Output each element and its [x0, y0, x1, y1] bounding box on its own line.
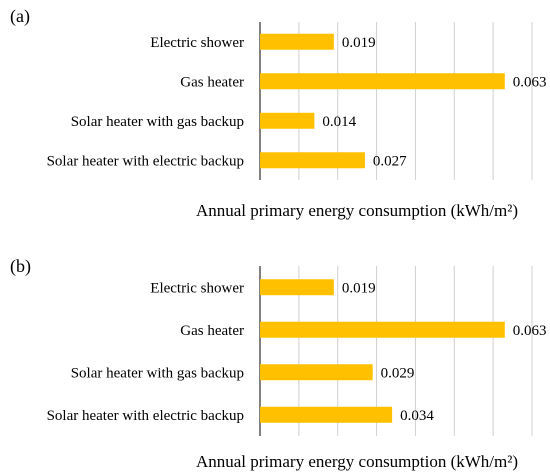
- data-label: 0.019: [342, 280, 376, 296]
- bar: [260, 364, 373, 381]
- panel-label: (b): [10, 256, 31, 277]
- data-label: 0.063: [513, 74, 547, 90]
- category-label: Electric shower: [150, 35, 244, 51]
- data-label: 0.014: [322, 114, 356, 130]
- data-label: 0.029: [381, 365, 415, 381]
- chart-panel-a: (a) Electric shower 0.019 Gas heater 0.063 So…: [10, 6, 547, 220]
- chart-panel-b: (b) Electric shower 0.019 Gas heater 0.063 So…: [10, 256, 547, 471]
- category-label: Gas heater: [180, 323, 244, 339]
- category-label: Solar heater with gas backup: [71, 114, 244, 130]
- category-label: Solar heater with electric backup: [47, 153, 244, 169]
- category-label: Solar heater with electric backup: [47, 408, 244, 424]
- x-axis-label: Annual primary energy consumption (kWh/m…: [196, 452, 518, 471]
- data-label: 0.063: [513, 323, 547, 339]
- panel-label: (a): [10, 6, 30, 27]
- bar: [260, 33, 334, 50]
- category-label: Gas heater: [180, 74, 244, 90]
- data-label: 0.027: [373, 153, 407, 169]
- bar: [260, 279, 334, 296]
- x-axis-label: Annual primary energy consumption (kWh/m…: [196, 201, 518, 220]
- data-label: 0.019: [342, 35, 376, 51]
- bar: [260, 321, 505, 338]
- data-label: 0.034: [400, 408, 434, 424]
- category-label: Solar heater with gas backup: [71, 365, 244, 381]
- category-label: Electric shower: [150, 280, 244, 296]
- bar: [260, 73, 505, 90]
- bar: [260, 152, 365, 169]
- bar: [260, 112, 315, 129]
- bar: [260, 406, 393, 423]
